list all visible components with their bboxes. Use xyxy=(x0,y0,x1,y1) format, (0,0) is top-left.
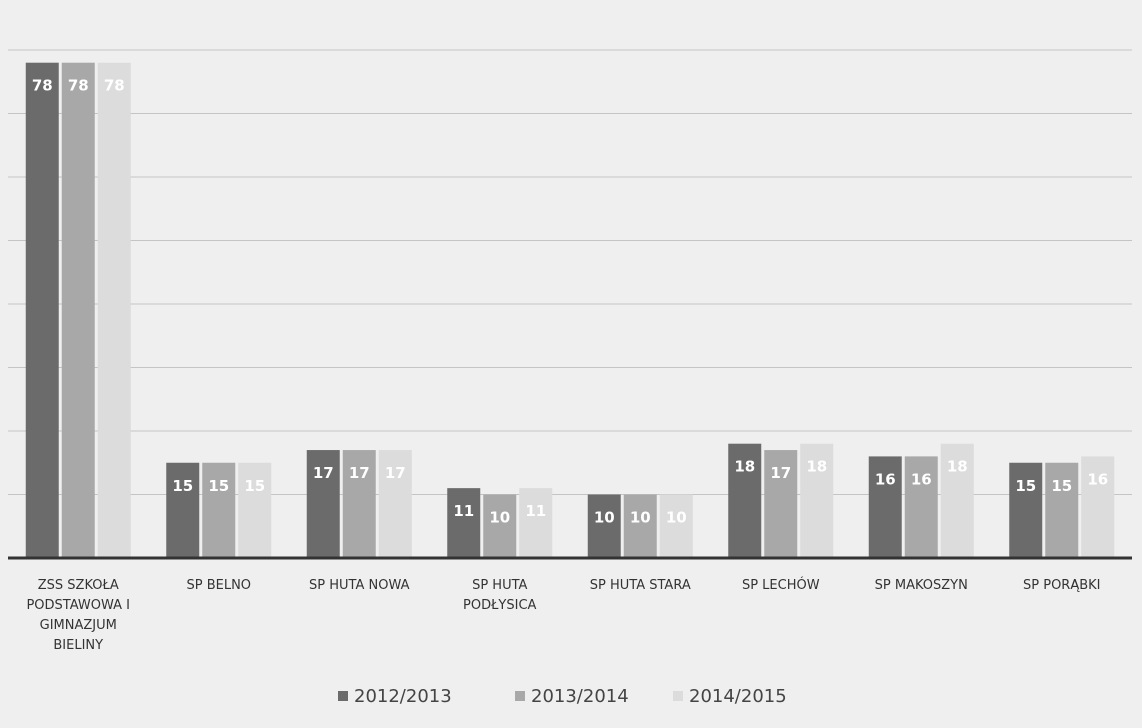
category-labels: ZSS SZKOŁA PODSTAWOWA I GIMNAZJUM BIELINY SP… xyxy=(26,577,1100,653)
bar-2014-2015 xyxy=(659,494,693,558)
bar-2013-2014 xyxy=(764,450,798,558)
category-label: SP HUTA PODŁYSICA xyxy=(463,578,536,613)
legend-entry: 2014/2015 xyxy=(689,686,787,707)
bar-2014-2015 xyxy=(378,450,412,558)
gridlines xyxy=(8,49,1132,495)
bar-2013-2014 xyxy=(61,62,95,558)
data-label: 15 xyxy=(172,477,193,495)
bar-2013-2014 xyxy=(1045,462,1079,558)
category-label: ZSS SZKOŁA PODSTAWOWA I GIMNAZJUM BIELINY xyxy=(26,578,130,653)
data-label: 78 xyxy=(68,77,89,95)
bar-2012-2013 xyxy=(306,450,340,558)
data-label: 10 xyxy=(630,509,651,527)
category-label: SP BELNO xyxy=(186,578,251,593)
bar-2012-2013 xyxy=(868,456,902,558)
bar-2012-2013 xyxy=(166,462,200,558)
legend-swatch xyxy=(338,691,348,701)
bar-2014-2015 xyxy=(238,462,272,558)
category-label: SP HUTA STARA xyxy=(590,578,691,593)
data-label: 18 xyxy=(947,458,968,476)
data-label: 15 xyxy=(1051,477,1072,495)
data-label: 10 xyxy=(594,509,615,527)
data-label: 78 xyxy=(104,77,125,95)
legend-entry: 2013/2014 xyxy=(531,686,629,707)
bar-2013-2014 xyxy=(623,494,657,558)
legend-swatch xyxy=(515,691,525,701)
data-label: 17 xyxy=(770,464,791,482)
bar-2014-2015 xyxy=(519,488,553,558)
bar-2014-2015 xyxy=(97,62,131,558)
bar-2014-2015 xyxy=(1081,456,1115,558)
data-label: 15 xyxy=(244,477,265,495)
data-label: 11 xyxy=(453,502,474,520)
bar-2013-2014 xyxy=(483,494,517,558)
bar-2013-2014 xyxy=(342,450,376,558)
bar-2013-2014 xyxy=(202,462,236,558)
data-label: 17 xyxy=(349,464,370,482)
category-label: SP PORĄBKI xyxy=(1023,578,1101,593)
legend: 2012/2013 2013/2014 2014/2015 xyxy=(338,686,787,707)
data-label: 17 xyxy=(313,464,334,482)
data-label: 16 xyxy=(911,470,932,488)
category-label: SP LECHÓW xyxy=(742,577,820,593)
data-label: 15 xyxy=(208,477,229,495)
category-label: SP HUTA NOWA xyxy=(309,578,410,593)
data-label: 16 xyxy=(875,470,896,488)
bar-2012-2013 xyxy=(1009,462,1043,558)
data-label: 10 xyxy=(489,509,510,527)
data-label: 16 xyxy=(1087,470,1108,488)
data-label: 18 xyxy=(806,458,827,476)
data-label: 10 xyxy=(666,509,687,527)
legend-entry: 2012/2013 xyxy=(354,686,452,707)
bar-2014-2015 xyxy=(940,443,974,558)
data-label: 17 xyxy=(385,464,406,482)
bar-2012-2013 xyxy=(25,62,59,558)
bar-2012-2013 xyxy=(728,443,762,558)
data-label: 78 xyxy=(32,77,53,95)
data-label: 18 xyxy=(734,458,755,476)
bar-2014-2015 xyxy=(800,443,834,558)
bar-2013-2014 xyxy=(904,456,938,558)
data-label: 11 xyxy=(525,502,546,520)
bars xyxy=(25,62,1115,558)
bar-2012-2013 xyxy=(447,488,481,558)
bar-2012-2013 xyxy=(587,494,621,558)
data-label: 15 xyxy=(1015,477,1036,495)
category-label: SP MAKOSZYN xyxy=(875,578,968,593)
legend-swatch xyxy=(673,691,683,701)
value-labels: 78 78 78 15 15 15 17 17 17 11 10 11 10 10 10 18 17 18 16 16… xyxy=(32,77,1108,527)
